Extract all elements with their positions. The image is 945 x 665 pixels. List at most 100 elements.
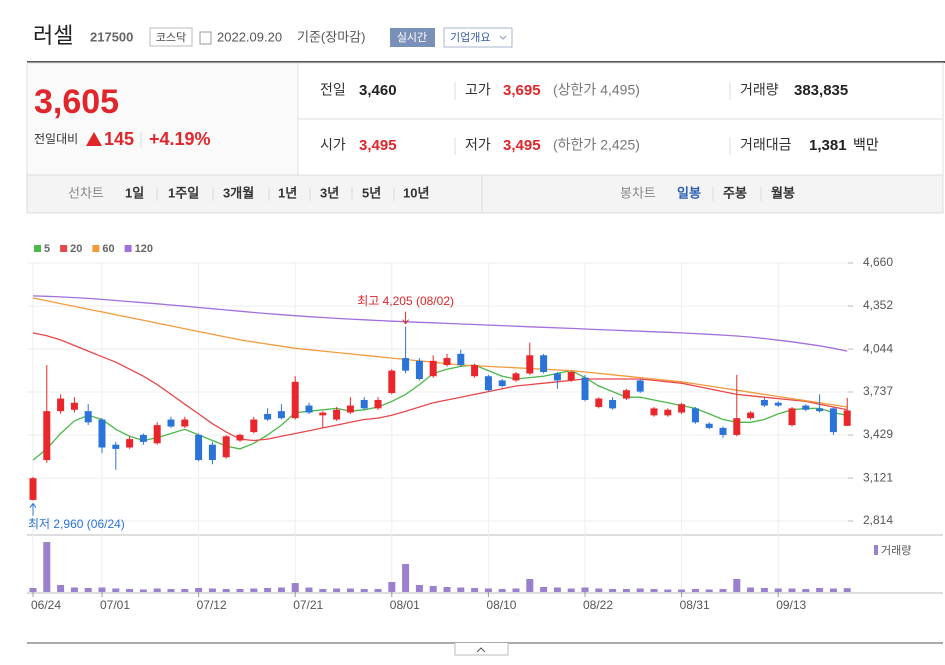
volume-bar <box>774 588 782 592</box>
volume-bar <box>678 589 686 592</box>
candle-body <box>622 390 630 399</box>
candle-body <box>595 398 603 407</box>
legend-swatch <box>60 245 68 252</box>
x-tick-label: 09/13 <box>776 598 806 612</box>
nav-label: 봉차트 <box>620 185 656 200</box>
period-tab[interactable]: 3년 <box>320 185 339 200</box>
candle-body <box>181 419 189 427</box>
candle-body <box>429 360 437 377</box>
field-label: 시가 <box>320 137 346 153</box>
x-tick-label: 08/31 <box>680 598 710 612</box>
volume-bar <box>319 589 327 592</box>
field-value: 383,835 <box>794 82 848 99</box>
nav-label: 선차트 <box>68 185 104 200</box>
candle-body <box>843 410 851 426</box>
candle-body <box>402 358 410 371</box>
volume-bar <box>305 587 313 592</box>
volume-bar <box>112 588 120 592</box>
company-label[interactable]: 기업개요 <box>450 31 490 44</box>
up-icon <box>86 132 102 146</box>
y-tick-label: 4,352 <box>863 298 893 312</box>
period-tab[interactable]: 1년 <box>278 185 297 200</box>
annotation-arrow <box>402 311 409 325</box>
candle-body <box>415 360 423 380</box>
collapse-icon[interactable] <box>476 647 486 653</box>
y-tick-label: 3,121 <box>863 470 893 484</box>
volume-bar <box>360 589 368 592</box>
volume-bar <box>733 579 741 592</box>
change-pct: +4.19% <box>149 129 211 149</box>
period-tab[interactable]: 3개월 <box>223 185 254 200</box>
volume-bar <box>471 588 479 592</box>
volume-bar <box>760 588 768 592</box>
candle-body <box>747 412 755 419</box>
legend-swatch <box>92 245 100 252</box>
candle-body <box>222 436 230 458</box>
company-button[interactable] <box>443 27 513 48</box>
volume-bar <box>139 589 147 592</box>
price: 3,605 <box>34 83 119 121</box>
legend-label: 20 <box>70 243 82 255</box>
period-tab[interactable]: 10년 <box>403 185 429 200</box>
y-tick-label: 3,429 <box>863 427 893 441</box>
y-tick-label: 2,814 <box>863 513 893 527</box>
volume-bar <box>636 588 644 592</box>
moving-average-line <box>32 332 848 442</box>
volume-bar <box>843 588 851 592</box>
candle-body <box>264 413 272 420</box>
volume-bar <box>195 588 203 592</box>
volume-bar <box>98 587 106 592</box>
volume-bar <box>788 588 796 592</box>
volume-bar <box>415 585 423 592</box>
candle-body <box>498 380 506 387</box>
period-tab[interactable]: 1일 <box>125 185 144 200</box>
volume-bar <box>526 579 534 592</box>
candle-body <box>443 358 451 366</box>
candle-body <box>57 398 65 412</box>
annotation-arrow <box>29 502 37 516</box>
volume-bar <box>540 587 548 592</box>
candle-body <box>43 411 51 461</box>
period-tab[interactable]: 1주일 <box>168 185 199 200</box>
x-tick-label: 08/10 <box>486 598 516 612</box>
candle-body <box>774 402 782 406</box>
legend-swatch <box>124 245 132 252</box>
volume-bar <box>250 588 258 592</box>
volume-bar <box>443 587 451 592</box>
x-tick-label: 08/22 <box>583 598 613 612</box>
volume-bar <box>346 588 354 592</box>
field-label: 고가 <box>465 82 491 98</box>
nav-bar <box>26 174 944 214</box>
chart: 4,660 4,352 4,044 3,737 3,429 3,121 2,814 06/24… <box>27 243 911 612</box>
period-tab[interactable]: 주봉 <box>723 185 747 200</box>
moving-average-line <box>32 297 848 408</box>
volume-bar <box>57 585 65 592</box>
y-tick-label: 3,737 <box>863 384 893 398</box>
volume-bar <box>374 589 382 592</box>
period-tab[interactable]: 5년 <box>362 185 381 200</box>
candle-body <box>84 411 92 423</box>
candle-body <box>112 444 120 449</box>
candle-body <box>802 405 810 410</box>
candle-body <box>167 419 175 427</box>
legend-label: 거래량 <box>881 544 911 557</box>
field-extra: (하한가 2,425) <box>553 137 640 153</box>
candle-body <box>829 408 837 433</box>
volume-bar <box>388 582 396 592</box>
volume-bar <box>457 587 465 592</box>
y-tick-label: 4,660 <box>863 255 893 269</box>
volume-bar <box>167 589 175 592</box>
candle-body <box>208 444 216 461</box>
volume-bar <box>236 589 244 592</box>
period-tab[interactable]: 일봉 <box>677 185 701 200</box>
date: 2022.09.20 <box>217 29 282 44</box>
volume-bar <box>691 589 699 592</box>
volume-bar <box>402 564 410 592</box>
candle-body <box>291 381 299 419</box>
candle-body <box>678 404 686 413</box>
volume-bar <box>181 589 189 592</box>
realtime-label[interactable]: 실시간 <box>397 31 427 44</box>
volume-bar <box>126 589 134 592</box>
realtime-button[interactable] <box>390 28 435 47</box>
period-tab[interactable]: 월봉 <box>771 185 795 200</box>
